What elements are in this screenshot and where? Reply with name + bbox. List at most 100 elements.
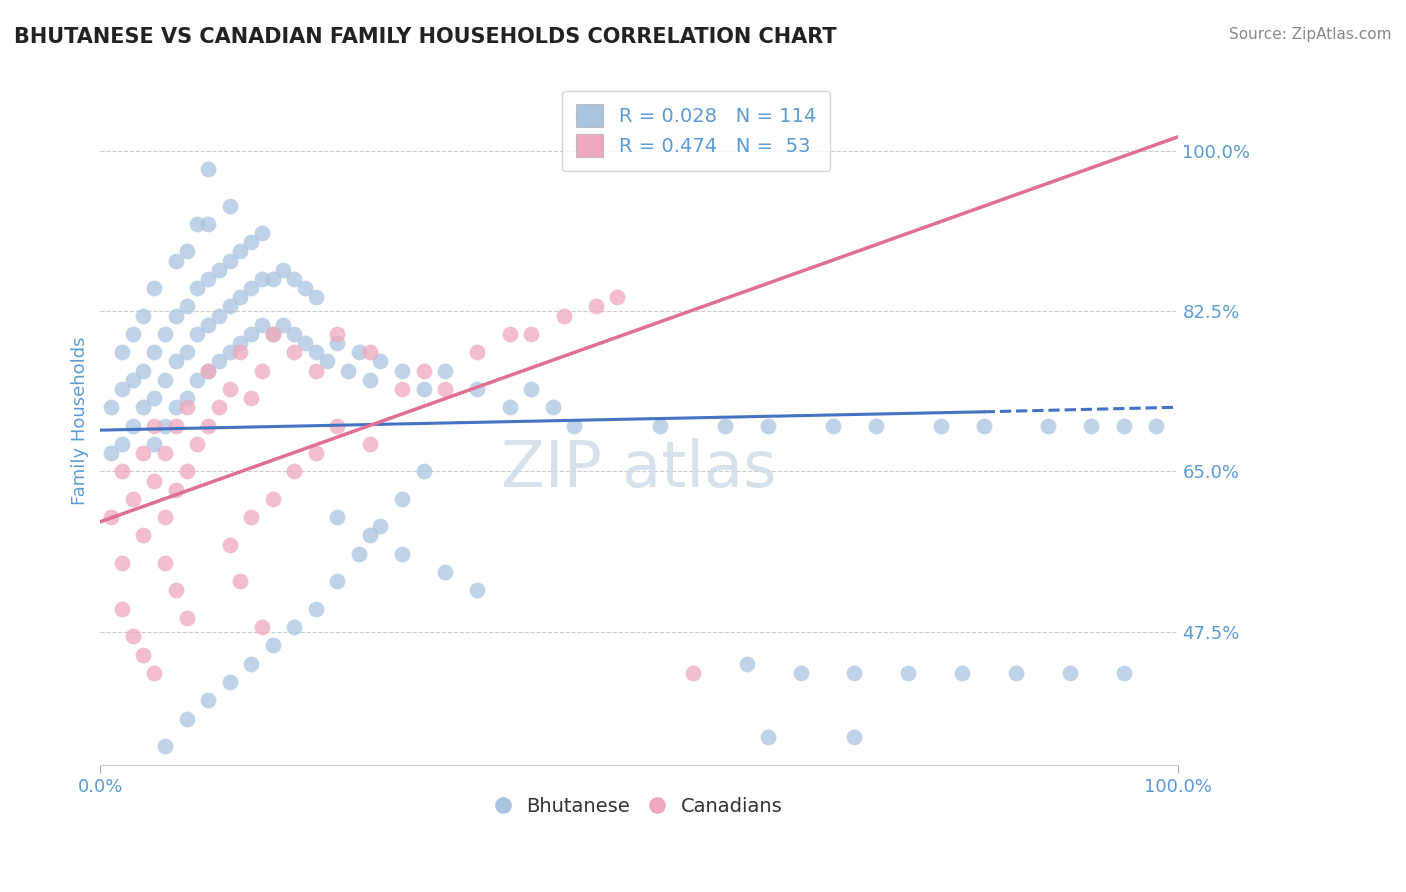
Point: [294, 336, 316, 351]
Point: [337, 363, 360, 377]
Point: [305, 446, 328, 460]
Point: [208, 354, 231, 368]
Point: [499, 401, 522, 415]
Point: [844, 665, 866, 680]
Point: [585, 300, 607, 314]
Point: [100, 510, 122, 524]
Point: [294, 281, 316, 295]
Point: [467, 345, 489, 359]
Point: [143, 345, 166, 359]
Point: [315, 354, 337, 368]
Point: [240, 391, 263, 405]
Point: [143, 418, 166, 433]
Point: [176, 464, 198, 478]
Point: [176, 611, 198, 625]
Point: [165, 401, 187, 415]
Point: [229, 574, 252, 589]
Point: [132, 363, 155, 377]
Point: [262, 639, 284, 653]
Point: [950, 665, 973, 680]
Point: [240, 326, 263, 341]
Point: [250, 318, 273, 332]
Point: [111, 556, 134, 570]
Point: [326, 418, 349, 433]
Point: [412, 464, 434, 478]
Point: [273, 318, 295, 332]
Point: [218, 300, 240, 314]
Text: ZIP atlas: ZIP atlas: [501, 438, 776, 500]
Point: [262, 326, 284, 341]
Point: [844, 730, 866, 744]
Point: [165, 583, 187, 598]
Point: [370, 519, 392, 533]
Point: [370, 354, 392, 368]
Point: [165, 253, 187, 268]
Point: [143, 474, 166, 488]
Point: [197, 363, 219, 377]
Point: [229, 290, 252, 304]
Point: [326, 510, 349, 524]
Point: [789, 665, 811, 680]
Point: [412, 382, 434, 396]
Point: [347, 345, 370, 359]
Point: [132, 309, 155, 323]
Point: [132, 528, 155, 542]
Point: [1005, 665, 1028, 680]
Point: [1080, 418, 1102, 433]
Point: [218, 345, 240, 359]
Point: [283, 272, 305, 286]
Point: [143, 281, 166, 295]
Point: [153, 510, 176, 524]
Point: [283, 464, 305, 478]
Point: [262, 272, 284, 286]
Point: [229, 345, 252, 359]
Point: [250, 620, 273, 634]
Point: [111, 601, 134, 615]
Point: [541, 401, 564, 415]
Point: [111, 437, 134, 451]
Point: [143, 665, 166, 680]
Point: [305, 363, 328, 377]
Point: [153, 556, 176, 570]
Point: [359, 437, 381, 451]
Point: [121, 373, 143, 387]
Point: [186, 437, 208, 451]
Point: [262, 326, 284, 341]
Point: [391, 382, 413, 396]
Point: [132, 766, 155, 780]
Point: [165, 418, 187, 433]
Point: [111, 382, 134, 396]
Point: [434, 363, 457, 377]
Point: [240, 510, 263, 524]
Point: [186, 281, 208, 295]
Point: [165, 354, 187, 368]
Point: [499, 326, 522, 341]
Point: [250, 363, 273, 377]
Point: [434, 382, 457, 396]
Point: [186, 326, 208, 341]
Point: [218, 382, 240, 396]
Point: [153, 446, 176, 460]
Point: [821, 418, 844, 433]
Point: [143, 391, 166, 405]
Point: [197, 363, 219, 377]
Point: [186, 217, 208, 231]
Point: [467, 382, 489, 396]
Point: [240, 657, 263, 671]
Text: BHUTANESE VS CANADIAN FAMILY HOUSEHOLDS CORRELATION CHART: BHUTANESE VS CANADIAN FAMILY HOUSEHOLDS …: [14, 27, 837, 46]
Point: [121, 629, 143, 643]
Point: [153, 418, 176, 433]
Point: [735, 657, 758, 671]
Point: [756, 730, 779, 744]
Point: [176, 712, 198, 726]
Point: [262, 491, 284, 506]
Point: [714, 418, 737, 433]
Point: [218, 675, 240, 690]
Point: [1144, 418, 1167, 433]
Point: [973, 418, 995, 433]
Point: [240, 235, 263, 250]
Point: [520, 382, 543, 396]
Point: [165, 309, 187, 323]
Point: [176, 401, 198, 415]
Point: [208, 401, 231, 415]
